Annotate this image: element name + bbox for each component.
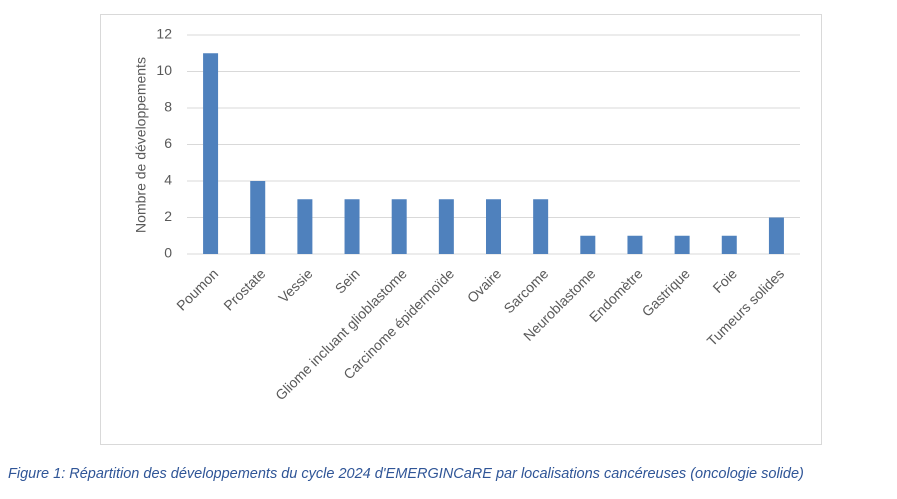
- y-tick-label: 6: [164, 135, 172, 151]
- x-tick-label: Prostate: [220, 265, 268, 313]
- bar: [344, 199, 360, 254]
- bar: [580, 235, 596, 254]
- y-tick-label: 10: [156, 62, 172, 78]
- bar: [203, 53, 219, 254]
- bar: [486, 199, 501, 254]
- chart: Nombre de développements 0 2 4 6 8 10 12 Poumon…: [100, 14, 822, 445]
- bar: [721, 235, 737, 254]
- bar: [391, 199, 407, 254]
- bar: [297, 199, 313, 254]
- bar: [768, 217, 784, 254]
- bar: [627, 235, 643, 254]
- bar: [250, 181, 266, 254]
- bar: [438, 199, 454, 254]
- y-tick-label: 2: [164, 208, 172, 224]
- y-tick-label: 12: [156, 26, 172, 42]
- x-tick-label: Sein: [332, 265, 363, 296]
- x-tick-label: Ovaire: [464, 265, 505, 306]
- y-tick-label: 0: [164, 245, 172, 261]
- bar: [674, 235, 690, 254]
- x-tick-label: Poumon: [173, 265, 221, 313]
- figure-caption: Figure 1: Répartition des développements…: [8, 466, 804, 482]
- x-tick-label: Gastrique: [639, 265, 693, 319]
- x-tick-label: Vessie: [275, 265, 316, 306]
- bar: [533, 199, 549, 254]
- y-axis-label: Nombre de développements: [133, 57, 149, 233]
- chart-frame: [100, 14, 822, 445]
- x-tick-label: Foie: [709, 265, 740, 296]
- y-tick-label: 4: [164, 172, 172, 188]
- y-tick-label: 8: [164, 99, 172, 115]
